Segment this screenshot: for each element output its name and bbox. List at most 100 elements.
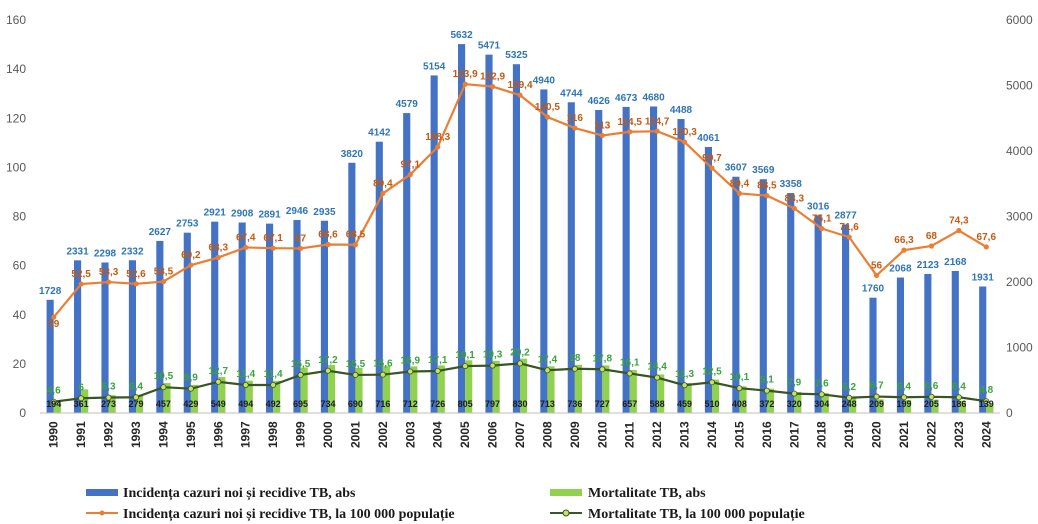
bar-incidence-abs-2020	[869, 297, 877, 413]
x-tick-label-2008: 2008	[540, 421, 554, 448]
point-mortality-rate-2008	[544, 367, 551, 374]
legend-label-mortality-abs: Mortalitate TB, abs	[588, 486, 706, 501]
x-tick-label-2016: 2016	[760, 421, 774, 448]
label-incidence-abs-2014: 4061	[697, 133, 720, 144]
label-incidence-rate-1995: 60,2	[181, 250, 201, 261]
point-mortality-rate-2007	[517, 360, 524, 367]
label-mortality-abs-2015: 408	[732, 399, 747, 409]
point-mortality-rate-1991	[78, 395, 85, 402]
point-mortality-rate-2014	[709, 379, 716, 386]
label-mortality-abs-2022: 205	[924, 399, 939, 409]
x-tick-label-1994: 1994	[156, 421, 170, 448]
label-mortality-rate-2022: 6,6	[924, 381, 938, 392]
bar-incidence-abs-1998	[266, 223, 274, 413]
label-incidence-rate-2024: 67,6	[977, 232, 997, 243]
y-left-tick-label: 80	[13, 210, 27, 224]
label-incidence-abs-2009: 4744	[560, 88, 583, 99]
legend-item-incidence-rate: Incidența cazuri noi și recidive TB, la …	[86, 507, 455, 522]
label-mortality-abs-1991: 361	[74, 399, 89, 409]
point-incidence-rate-1994	[160, 278, 167, 285]
bar-incidence-abs-2015	[732, 176, 740, 413]
bar-mortality-abs-2015	[739, 386, 747, 413]
label-incidence-rate-2004: 108,3	[425, 132, 450, 143]
x-tick-label-1990: 1990	[47, 421, 61, 448]
label-incidence-rate-2015: 89,4	[730, 178, 750, 189]
label-incidence-rate-1992: 53,3	[99, 267, 119, 278]
label-mortality-rate-1990: 4,6	[47, 386, 61, 397]
y-right-tick-label: 1000	[1006, 341, 1033, 355]
label-mortality-rate-2009: 18	[569, 353, 581, 364]
line-layer	[50, 81, 990, 405]
point-incidence-rate-2018	[819, 225, 825, 232]
label-incidence-abs-1994: 2627	[149, 227, 172, 238]
bar-mortality-abs-2007	[520, 358, 528, 413]
bar-mortality-abs-2022	[931, 399, 939, 413]
x-tick-label-2018: 2018	[815, 421, 829, 448]
bar-mortality-abs-2009	[574, 364, 582, 413]
label-mortality-rate-2003: 16,9	[401, 355, 421, 366]
bar-mortality-abs-2021	[904, 399, 912, 413]
point-incidence-rate-2017	[791, 205, 797, 211]
point-mortality-rate-2024	[983, 398, 990, 405]
label-mortality-rate-2017: 7,9	[787, 378, 801, 389]
label-incidence-abs-1990: 1728	[39, 286, 62, 297]
label-mortality-abs-2001: 690	[348, 399, 363, 409]
label-mortality-rate-2004: 17,1	[428, 355, 448, 366]
x-tick-label-2004: 2004	[431, 421, 445, 448]
point-mortality-rate-2002	[379, 371, 386, 378]
label-incidence-rate-2016: 88,5	[757, 181, 777, 192]
bar-mortality-abs-1997	[245, 380, 253, 413]
point-incidence-rate-2023	[956, 227, 962, 234]
point-incidence-rate-2016	[764, 193, 770, 199]
label-incidence-abs-2015: 3607	[725, 163, 748, 174]
bar-incidence-abs-2021	[896, 277, 904, 413]
label-incidence-rate-2021: 66,3	[894, 235, 914, 246]
point-mortality-rate-2015	[736, 385, 743, 392]
bar-mortality-abs-2018	[821, 393, 829, 413]
point-incidence-rate-1992	[105, 279, 112, 285]
bar-mortality-abs-1990	[53, 400, 61, 413]
bar-incidence-abs-1999	[293, 220, 301, 413]
bar-mortality-abs-2005	[465, 360, 473, 413]
point-mortality-rate-2010	[599, 366, 606, 373]
label-mortality-rate-1992: 6,3	[102, 382, 116, 393]
point-mortality-rate-2009	[571, 365, 578, 372]
bar-mortality-abs-2014	[712, 379, 720, 413]
label-incidence-rate-2012: 114,7	[645, 116, 670, 127]
label-mortality-rate-2013: 11,3	[675, 369, 694, 380]
point-incidence-rate-2002	[380, 190, 386, 197]
x-tick-label-2000: 2000	[321, 421, 335, 448]
label-incidence-rate-2019: 71,6	[839, 222, 859, 233]
legend-label-incidence-abs: Incidența cazuri noi și recidive TB, abs	[123, 486, 356, 501]
point-mortality-rate-2000	[324, 367, 331, 374]
point-mortality-rate-2004	[434, 367, 441, 374]
point-mortality-rate-2023	[955, 394, 962, 401]
point-mortality-rate-1994	[160, 384, 167, 391]
bar-incidence-abs-2016	[759, 179, 767, 413]
x-tick-label-2010: 2010	[595, 421, 609, 448]
label-mortality-abs-2023: 186	[951, 399, 966, 409]
bar-mortality-abs-2012	[657, 374, 665, 413]
label-mortality-abs-1995: 429	[183, 399, 198, 409]
label-incidence-rate-1990: 39	[48, 319, 60, 330]
label-mortality-rate-1995: 9,9	[184, 373, 198, 384]
label-incidence-abs-2016: 3569	[752, 165, 775, 176]
label-mortality-abs-2019: 248	[842, 399, 857, 409]
label-mortality-rate-2006: 19,3	[483, 350, 503, 361]
label-incidence-abs-2001: 3820	[341, 149, 364, 160]
legend-swatch-blue-bar	[86, 489, 118, 496]
label-incidence-rate-2007: 129,4	[507, 80, 532, 91]
label-mortality-abs-1998: 492	[266, 399, 281, 409]
label-incidence-abs-2010: 4626	[588, 96, 611, 107]
label-incidence-abs-1999: 2946	[286, 206, 309, 217]
y-left-tick-label: 100	[6, 160, 26, 174]
point-incidence-rate-2024	[983, 244, 989, 250]
point-incidence-rate-1998	[270, 245, 276, 251]
label-mortality-rate-1993: 6,4	[129, 381, 143, 392]
bar-mortality-abs-1993	[136, 394, 144, 413]
point-mortality-rate-2006	[489, 362, 496, 369]
bar-mortality-abs-2020	[876, 399, 884, 413]
label-incidence-abs-2023: 2168	[944, 257, 967, 268]
point-incidence-rate-2020	[873, 272, 880, 279]
point-mortality-rate-1999	[297, 371, 304, 378]
